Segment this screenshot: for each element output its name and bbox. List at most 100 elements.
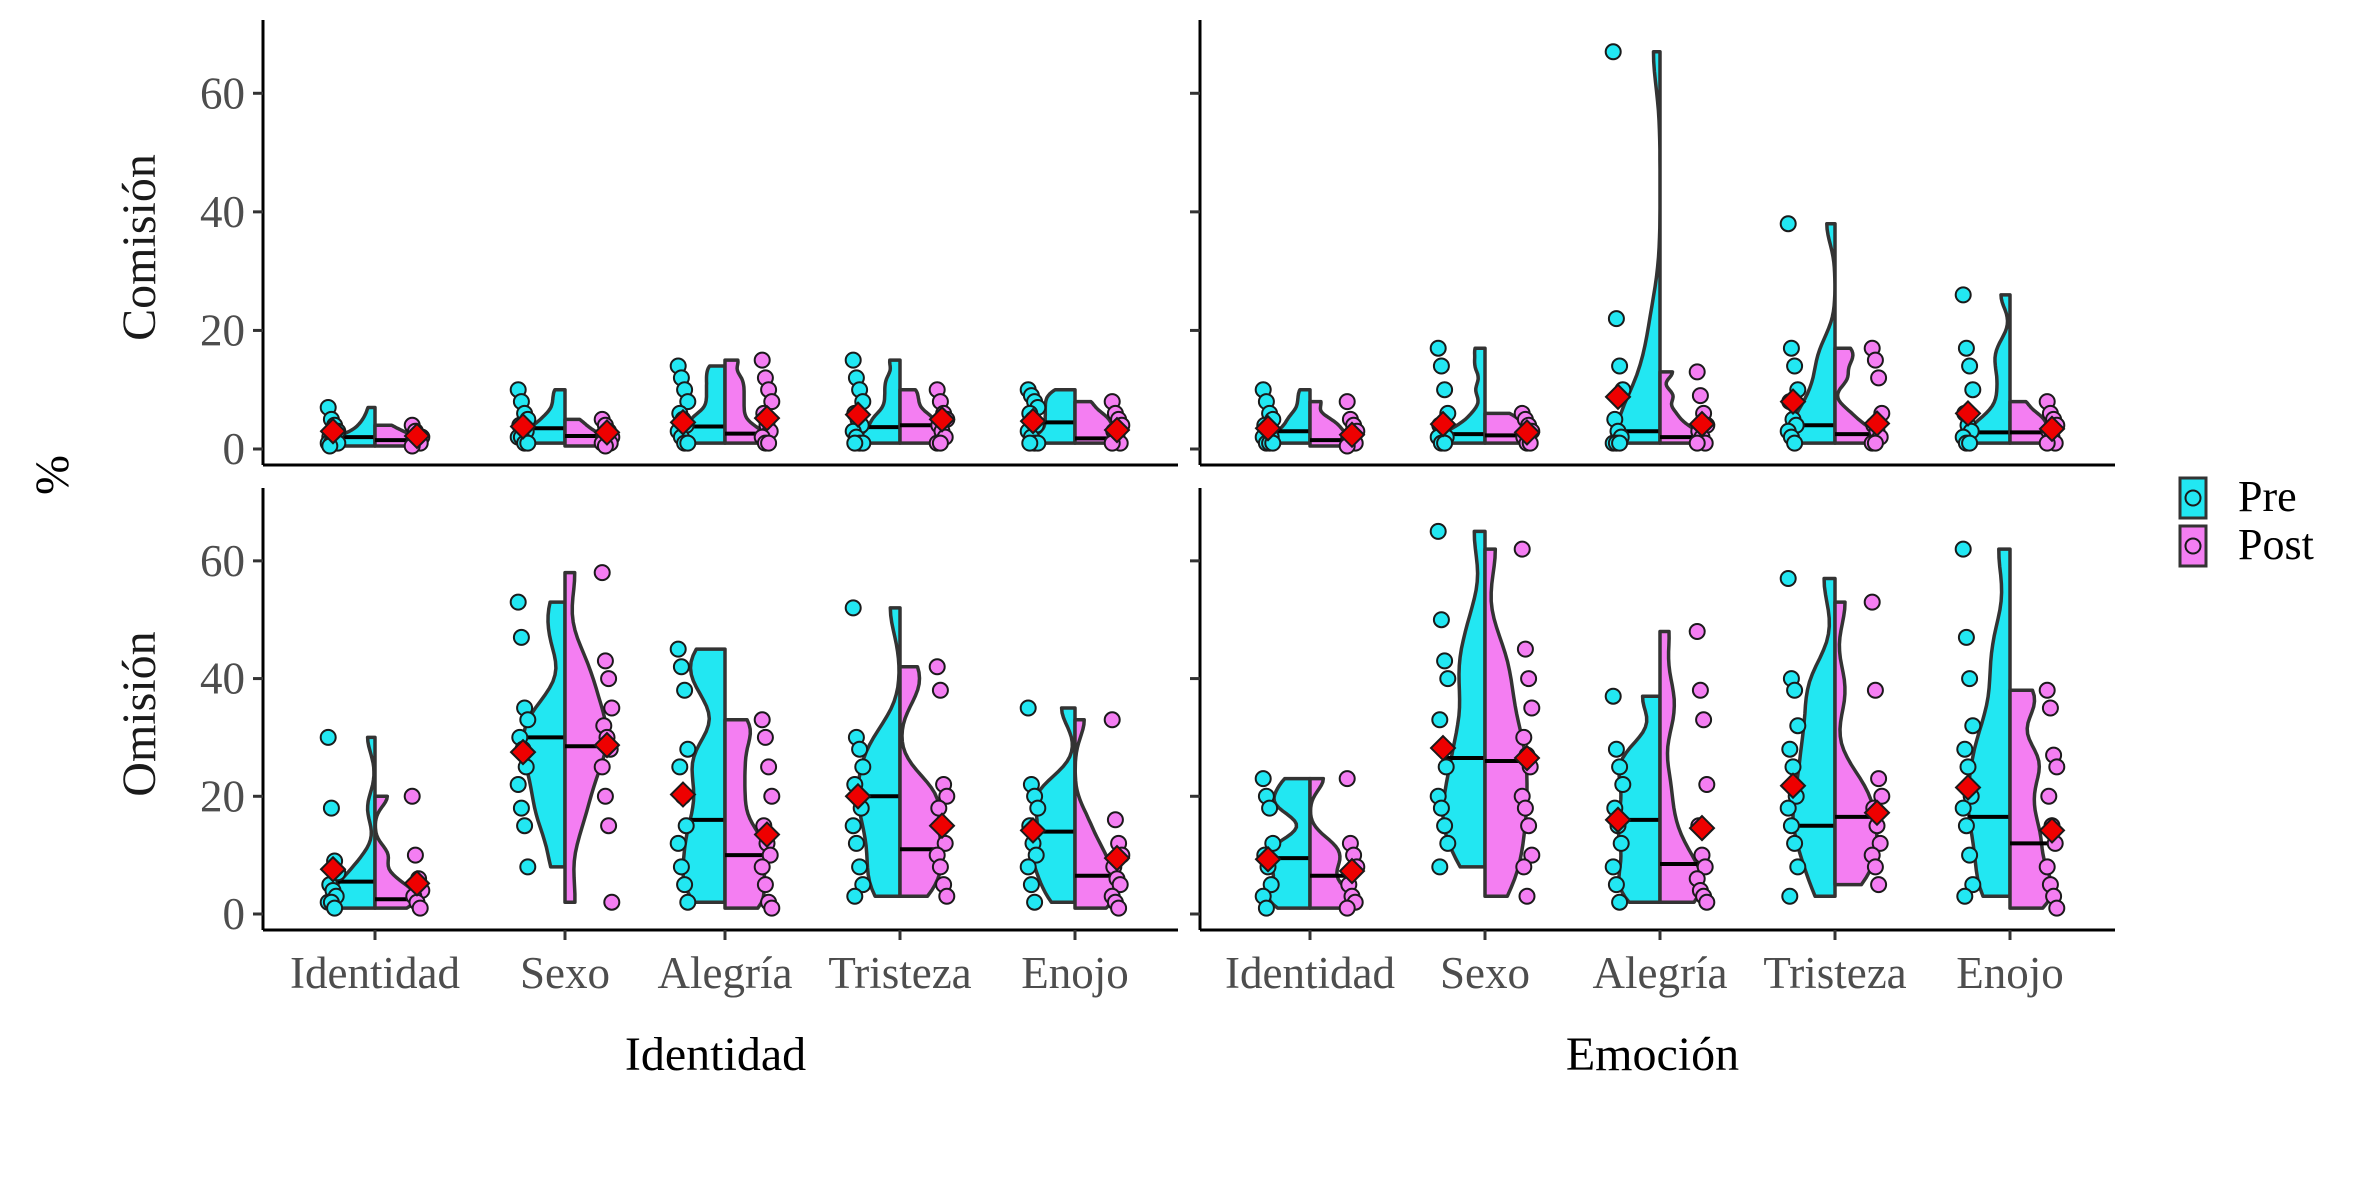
pre-point: [1027, 846, 1045, 864]
pre-point: [1436, 381, 1454, 399]
post-point: [1863, 593, 1881, 611]
pre-point: [1781, 887, 1799, 905]
post-point: [1871, 834, 1889, 852]
post-point: [928, 658, 946, 676]
post-point: [1688, 623, 1706, 640]
pre-point: [851, 740, 869, 758]
pre-point: [1607, 740, 1625, 758]
pre-point: [519, 711, 537, 729]
post-point: [1516, 799, 1534, 817]
pre-point: [519, 858, 537, 876]
pre-violin: [1441, 346, 1487, 445]
post-point: [756, 728, 774, 746]
x-tick-label: Identidad: [1225, 948, 1395, 998]
pre-point: [1961, 670, 1979, 688]
y-tick-label: 0: [223, 889, 246, 939]
pre-point: [1611, 434, 1629, 452]
pre-point: [1436, 652, 1454, 670]
pre-point: [1786, 434, 1804, 452]
pre-violin: [1441, 529, 1487, 869]
post-mean-marker: [928, 812, 956, 840]
post-point: [1106, 811, 1124, 829]
post-point: [930, 799, 948, 817]
pre-point: [1607, 310, 1625, 328]
post-point: [1513, 540, 1531, 558]
pre-point: [679, 434, 697, 452]
pre-mean-marker: [1954, 774, 1982, 801]
post-mean-marker: [753, 404, 781, 432]
post-point: [1870, 770, 1888, 788]
pre-point: [1789, 717, 1807, 735]
post-point: [403, 787, 421, 805]
pre-point: [1604, 43, 1622, 61]
post-point: [1523, 846, 1541, 864]
pre-mean-marker: [1604, 806, 1632, 834]
x-tick-label: Sexo: [520, 948, 610, 998]
pre-point: [519, 434, 537, 452]
pre-point: [679, 893, 697, 911]
pre-point: [1432, 611, 1450, 629]
post-point: [756, 876, 774, 894]
post-mean-marker: [1513, 744, 1541, 772]
post-mean-marker: [593, 418, 621, 446]
post-point: [1691, 681, 1709, 699]
legend-label-post: Post: [2238, 520, 2314, 569]
pre-point: [1257, 899, 1275, 917]
post-point: [596, 652, 614, 670]
legend-point-post: [2184, 537, 2202, 555]
y-tick-label: 0: [223, 424, 246, 474]
post-point: [2038, 681, 2056, 699]
post-point: [2048, 758, 2066, 776]
pre-point: [844, 599, 862, 617]
post-point: [1866, 351, 1884, 369]
post-point: [1873, 787, 1891, 805]
post-point: [2038, 858, 2056, 876]
pre-point: [679, 393, 697, 411]
pre-point: [516, 817, 534, 835]
pre-point: [854, 758, 872, 776]
pre-point: [512, 628, 530, 646]
pre-violin: [681, 647, 727, 904]
x-tick-label: Alegría: [658, 948, 793, 998]
pre-point: [1429, 522, 1447, 540]
post-point: [593, 758, 611, 776]
pre-point: [1437, 758, 1455, 776]
post-mean-marker: [593, 731, 621, 759]
pre-point: [1439, 834, 1457, 852]
pre-point: [679, 740, 697, 758]
pre-point: [1431, 711, 1449, 729]
pre-point: [1782, 339, 1800, 357]
post-point: [2040, 787, 2058, 805]
x-tick-label: Sexo: [1440, 948, 1530, 998]
post-point: [406, 846, 424, 864]
pre-point: [1786, 681, 1804, 699]
pre-violin: [1966, 293, 2012, 445]
pre-point: [1436, 817, 1454, 835]
pre-point: [1956, 740, 1974, 758]
post-point: [411, 899, 429, 917]
post-point: [1866, 434, 1884, 452]
pre-point: [1611, 357, 1629, 375]
pre-mean-marker: [1779, 388, 1807, 415]
post-mean-marker: [403, 869, 431, 897]
pre-point: [322, 799, 340, 817]
pre-point: [1262, 876, 1280, 894]
pre-point: [669, 834, 687, 852]
pre-point: [676, 681, 694, 699]
post-mean-marker: [1863, 410, 1891, 437]
y-tick-label: 40: [200, 654, 245, 704]
pre-mean-marker: [1604, 383, 1632, 411]
row-label-omision: Omisión: [113, 631, 166, 796]
post-point: [763, 393, 781, 411]
post-point: [1870, 369, 1888, 387]
row-label-comision: Comisión: [113, 154, 166, 341]
pre-point: [1604, 687, 1622, 705]
legend-point-pre: [2184, 489, 2202, 507]
pre-point: [1789, 858, 1807, 876]
pre-point: [1439, 670, 1457, 688]
post-point: [938, 787, 956, 805]
pre-point: [1022, 876, 1040, 894]
pre-violin: [1616, 694, 1662, 904]
panel-omision-identidad: 0 20 40 60 Identidad Sexo Alegría Tristeza Enojo: [200, 488, 1178, 998]
pre-point: [1021, 434, 1039, 452]
